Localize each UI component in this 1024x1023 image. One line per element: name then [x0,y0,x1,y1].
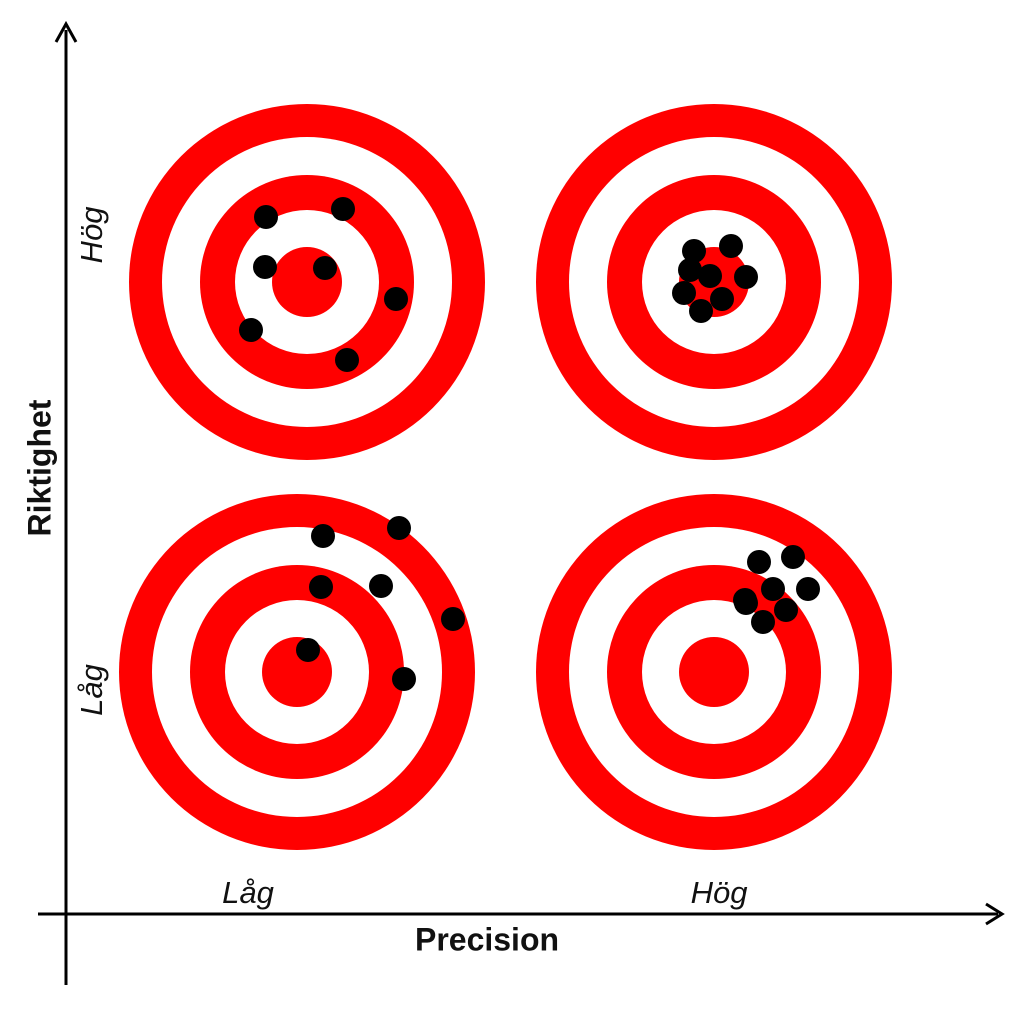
x-axis-arrow-icon [985,902,1005,926]
target-high-accuracy-high-precision [536,104,892,460]
targets-layer [119,104,892,850]
shot-mark [384,287,408,311]
shot-mark [796,577,820,601]
y-axis-label-low: Låg [74,664,109,716]
y-axis-label-high: Hög [74,206,109,264]
x-axis-label-high: Hög [690,875,748,910]
shot-mark [733,588,757,612]
shot-mark [781,545,805,569]
target-low-accuracy-high-precision [536,494,892,850]
shot-mark [710,287,734,311]
target-high-accuracy-low-precision [129,104,485,460]
shot-mark [296,638,320,662]
shot-mark [311,524,335,548]
shot-mark [689,299,713,323]
target-low-accuracy-low-precision [119,494,475,850]
shot-mark [774,598,798,622]
shot-mark [761,577,785,601]
shot-mark [313,256,337,280]
shot-mark [751,610,775,634]
shot-mark [734,265,758,289]
bullseye [272,247,342,317]
shot-mark [392,667,416,691]
shot-mark [253,255,277,279]
shot-mark [747,550,771,574]
shot-mark [719,234,743,258]
shot-mark [387,516,411,540]
shot-mark [331,197,355,221]
y-axis-title: Riktighet [21,399,58,537]
shot-mark [441,607,465,631]
shot-mark [678,258,702,282]
bullseye [679,637,749,707]
x-axis-label-low: Låg [222,875,274,910]
shot-mark [682,239,706,263]
shot-mark [335,348,359,372]
y-axis-arrow-icon [54,20,78,43]
shot-mark [698,264,722,288]
shot-mark [309,575,333,599]
axes-layer [38,20,1005,985]
shot-mark [239,318,263,342]
x-axis-title: Precision [414,921,560,958]
shot-mark [369,574,393,598]
shot-mark [254,205,278,229]
shot-mark [672,281,696,305]
